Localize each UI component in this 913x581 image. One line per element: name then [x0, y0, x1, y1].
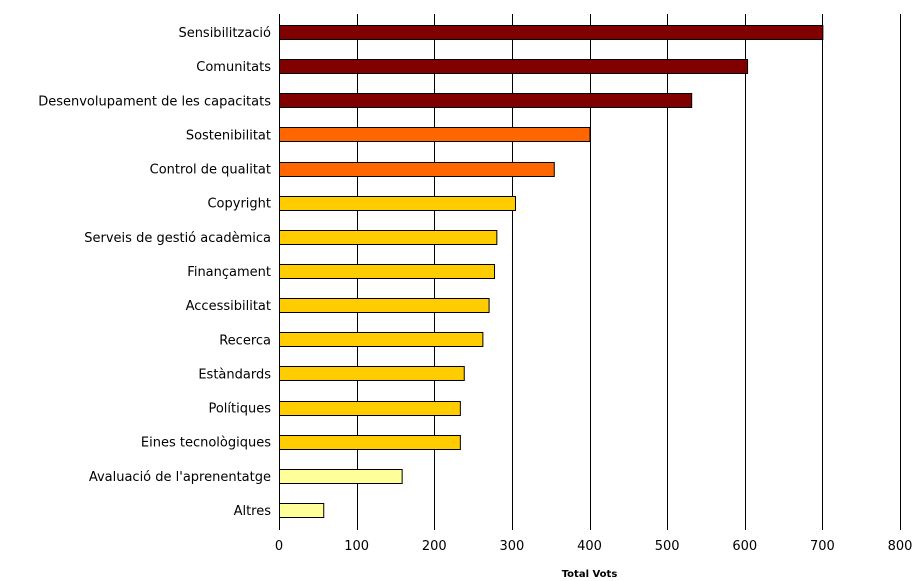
category-label: Comunitats: [196, 60, 271, 75]
bar: [279, 469, 403, 484]
category-label: Estàndards: [198, 367, 271, 382]
bar: [279, 366, 465, 381]
x-tick-label: 500: [655, 539, 680, 554]
category-label: Recerca: [219, 333, 271, 348]
bar: [279, 59, 749, 74]
x-tick-label: 400: [577, 539, 602, 554]
x-tick-label: 200: [422, 539, 447, 554]
bar: [279, 196, 516, 211]
category-label: Sostenibilitat: [186, 128, 271, 143]
category-label: Copyright: [207, 197, 271, 212]
x-tick-labels: 0 100 200 300 400 500 600 700 800: [275, 539, 913, 554]
bar: [279, 162, 555, 177]
x-tick-label: 600: [732, 539, 757, 554]
category-label: Altres: [234, 504, 272, 519]
category-label: Finançament: [187, 265, 271, 280]
bar: [279, 25, 824, 40]
bar: [279, 264, 496, 279]
x-axis-title: Total Vots: [562, 569, 618, 580]
bars: [279, 25, 824, 518]
x-tick-label: 0: [275, 539, 283, 554]
x-tick-label: 100: [344, 539, 369, 554]
category-label: Control de qualitat: [150, 163, 271, 178]
bar: [279, 332, 484, 347]
category-label: Polítiques: [208, 402, 271, 417]
category-labels: Sensibilització Comunitats Desenvolupament…: [38, 26, 271, 519]
x-tick-label: 800: [888, 539, 913, 554]
bar: [279, 401, 461, 416]
bar: [279, 503, 325, 518]
category-label: Serveis de gestió acadèmica: [84, 231, 271, 246]
bar: [279, 230, 498, 245]
bar: [279, 127, 591, 142]
x-tick-label: 300: [499, 539, 524, 554]
category-label: Sensibilització: [178, 26, 271, 41]
category-label: Avaluació de l'aprenentatge: [89, 470, 271, 485]
category-label: Eines tecnològiques: [141, 436, 271, 451]
category-label: Desenvolupament de les capacitats: [38, 94, 271, 109]
bar: [279, 93, 693, 108]
category-label: Accessibilitat: [186, 299, 271, 314]
bar: [279, 435, 461, 450]
x-tick-label: 700: [810, 539, 835, 554]
bar: [279, 298, 490, 313]
